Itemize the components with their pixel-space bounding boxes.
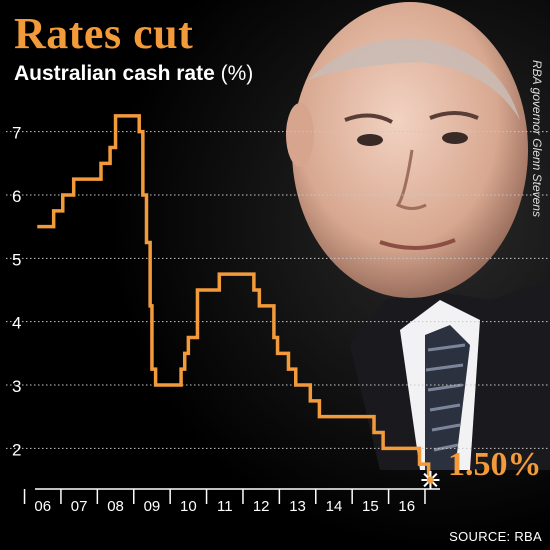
current-rate-marker (421, 471, 440, 489)
x-tick-label: 08 (107, 498, 124, 515)
x-tick-label: 07 (71, 498, 88, 515)
governor-portrait (286, 2, 550, 470)
marker-dot (426, 476, 434, 484)
cash-rate-line (37, 114, 431, 482)
x-tick-label: 15 (362, 498, 379, 515)
y-tick-label: 7 (12, 124, 21, 143)
chart-title: Rates cut (14, 9, 194, 58)
unit-label: (%) (220, 62, 254, 85)
final-rate-label: 1.50% (448, 446, 542, 483)
x-tick-label: 14 (326, 498, 343, 515)
x-axis-ticks: 06 07 08 09 10 11 12 13 14 15 16 (23, 488, 440, 515)
x-tick-label: 06 (34, 498, 51, 515)
chart-subtitle: Australian cash rate (%) (14, 62, 253, 86)
x-tick-label: 11 (217, 498, 233, 515)
x-tick-label: 13 (289, 498, 306, 515)
x-tick-label: 16 (398, 498, 415, 515)
x-tick-label: 09 (144, 498, 161, 515)
photo-credit: RBA governor Glenn Stevens (530, 60, 544, 217)
y-tick-label: 4 (12, 314, 21, 333)
y-tick-label: 6 (12, 187, 21, 206)
subtitle-text: Australian cash rate (14, 62, 215, 85)
x-tick-label: 12 (253, 498, 270, 515)
x-tick-label: 10 (180, 498, 197, 515)
y-axis-ticks: 2 3 4 5 6 7 (12, 124, 21, 460)
y-tick-label: 5 (12, 250, 21, 269)
y-tick-label: 3 (12, 377, 21, 396)
source-label: SOURCE: RBA (449, 529, 542, 544)
y-tick-label: 2 (12, 440, 21, 459)
